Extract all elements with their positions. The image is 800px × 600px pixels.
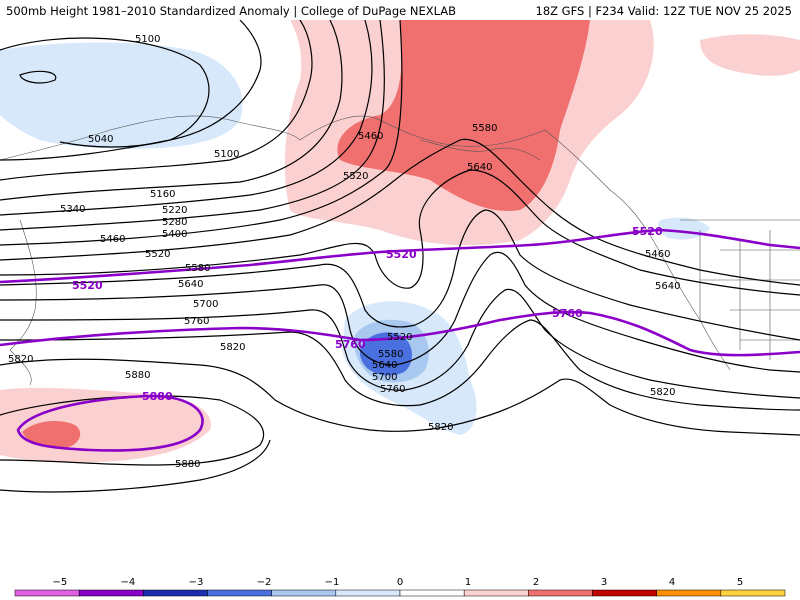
contour-label: 5100 — [214, 149, 239, 160]
climo-label: 5760 — [552, 307, 583, 320]
climo-label: 5520 — [632, 225, 663, 238]
colorbar-swatch — [399, 589, 465, 597]
contour-label: 5460 — [100, 234, 125, 245]
contour-label: 5700 — [372, 372, 397, 383]
colorbar-swatch — [720, 589, 786, 597]
colorbar-swatch — [335, 589, 401, 597]
contour-label: 5280 — [162, 217, 187, 228]
map-title: 500mb Height 1981–2010 Standardized Anom… — [6, 4, 457, 18]
contour-label: 5640 — [178, 279, 203, 290]
climo-label: 5520 — [72, 279, 103, 292]
contour-label: 5580 — [185, 263, 210, 274]
contour-label: 5820 — [428, 422, 453, 433]
colorbar-swatches — [14, 589, 786, 597]
climo-5760-line — [0, 310, 800, 357]
contour-label: 5820 — [220, 342, 245, 353]
contour-label: 5460 — [645, 249, 670, 260]
contour-label: 5220 — [162, 205, 187, 216]
colorbar-swatch — [207, 589, 272, 597]
colorbar-tick-label: 0 — [397, 577, 403, 588]
contour-label: 5520 — [145, 249, 170, 260]
contour-label: 5160 — [150, 189, 175, 200]
contour-label: 5820 — [650, 387, 675, 398]
map-header: 500mb Height 1981–2010 Standardized Anom… — [0, 0, 800, 20]
colorbar-tick-label: −4 — [121, 577, 136, 588]
colorbar-tick-label: −2 — [257, 577, 272, 588]
colorbar-swatch — [528, 589, 593, 597]
contour-labels: 5100 5040 5100 5160 5220 5280 5340 5400 … — [8, 34, 680, 470]
contour-label: 5520 — [343, 171, 368, 182]
colorbar-tick-label: 1 — [465, 577, 471, 588]
colorbar-tick-label: 4 — [669, 577, 675, 588]
climo-5520-line — [0, 228, 800, 284]
pos-anomaly-nepac — [700, 34, 800, 76]
contour-label: 5700 — [193, 299, 218, 310]
pos-anomaly-subtrop-core — [22, 420, 81, 449]
contour-label: 5460 — [358, 131, 383, 142]
contour-label: 5640 — [655, 281, 680, 292]
contour-label: 5880 — [125, 370, 150, 381]
contour-label: 5340 — [60, 204, 85, 215]
contour-label: 5880 — [175, 459, 200, 470]
contour-label: 5100 — [135, 34, 160, 45]
climo-label: 5520 — [386, 248, 417, 261]
climatology-labels: 5520 5520 5520 5760 5760 5880 — [72, 225, 663, 403]
anomaly-map: 5100 5040 5100 5160 5220 5280 5340 5400 … — [0, 20, 800, 493]
model-valid-time: 18Z GFS | F234 Valid: 12Z TUE NOV 25 202… — [535, 4, 793, 18]
contour-label: 5760 — [184, 316, 209, 327]
anomaly-shading — [0, 20, 800, 463]
climo-5880-line — [16, 394, 204, 452]
pos-anomaly-bering-mid — [337, 20, 590, 211]
contour-label: 5640 — [467, 162, 492, 173]
contour-label: 5580 — [378, 349, 403, 360]
climo-label: 5760 — [335, 338, 366, 351]
neg-anomaly-pnw — [658, 217, 710, 240]
colorbar-tick-label: 5 — [737, 577, 743, 588]
contour-label: 5040 — [88, 134, 113, 145]
climo-label: 5880 — [142, 390, 173, 403]
contour-label: 5640 — [372, 360, 397, 371]
colorbar: −5 −4 −3 −2 −1 0 1 2 3 4 5 — [14, 577, 786, 597]
colorbar-tick-labels: −5 −4 −3 −2 −1 0 1 2 3 4 5 — [53, 577, 744, 588]
colorbar-swatch — [14, 589, 80, 597]
neg-anomaly-siberia — [0, 42, 243, 149]
colorbar-tick-label: −3 — [189, 577, 204, 588]
climatology-contours — [0, 228, 800, 452]
contour-label: 5520 — [387, 332, 412, 343]
colorbar-swatch — [143, 589, 208, 597]
colorbar-tick-label: 3 — [601, 577, 607, 588]
colorbar-swatch — [592, 589, 657, 597]
colorbar-swatch — [78, 589, 144, 597]
colorbar-swatch — [656, 589, 722, 597]
contour-label: 5820 — [8, 354, 33, 365]
contour-label: 5760 — [380, 384, 405, 395]
colorbar-tick-label: −1 — [325, 577, 340, 588]
contour-label: 5400 — [162, 229, 187, 240]
colorbar-swatch — [271, 589, 337, 597]
colorbar-tick-label: 2 — [533, 577, 539, 588]
contour-label: 5580 — [472, 123, 497, 134]
colorbar-swatch — [463, 589, 529, 597]
colorbar-tick-label: −5 — [53, 577, 68, 588]
